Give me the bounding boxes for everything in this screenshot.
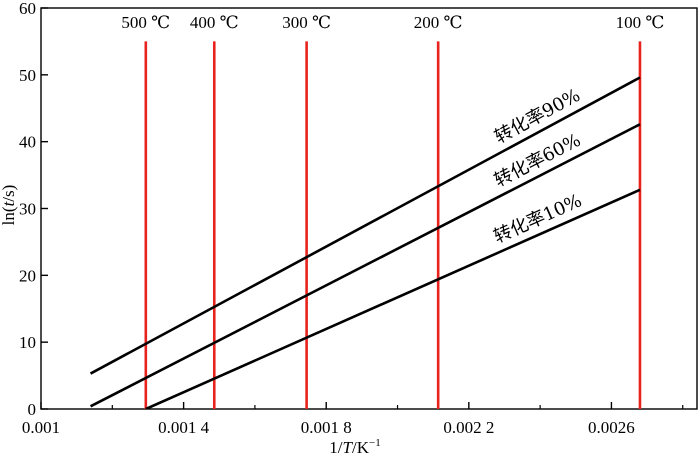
- series-line: [89, 123, 641, 408]
- y-tick-label: 40: [19, 133, 36, 152]
- y-tick-label: 60: [19, 0, 36, 18]
- temperature-label: 500 ℃: [121, 13, 170, 32]
- x-tick-label: 0.001: [22, 418, 60, 437]
- temperature-label: 400 ℃: [190, 13, 239, 32]
- y-tick-label: 20: [19, 266, 36, 285]
- temperature-label: 200 ℃: [414, 13, 463, 32]
- x-tick-label: 0.001 4: [158, 418, 210, 437]
- y-tick-label: 10: [19, 333, 36, 352]
- series-line: [89, 76, 641, 375]
- y-tick-label: 30: [19, 200, 36, 219]
- x-axis-label: 1/T/K−1: [329, 437, 380, 457]
- temperature-label: 300 ℃: [282, 13, 331, 32]
- y-tick-label: 50: [19, 66, 36, 85]
- x-tick-label: 0.002 2: [443, 418, 494, 437]
- x-tick-label: 0.001 8: [301, 418, 352, 437]
- series-line: [145, 188, 641, 409]
- y-axis-label: ln(t/s): [0, 185, 18, 226]
- x-tick-label: 0.0026: [588, 418, 635, 437]
- temperature-label: 100 ℃: [616, 13, 665, 32]
- y-tick-label: 0: [28, 400, 37, 419]
